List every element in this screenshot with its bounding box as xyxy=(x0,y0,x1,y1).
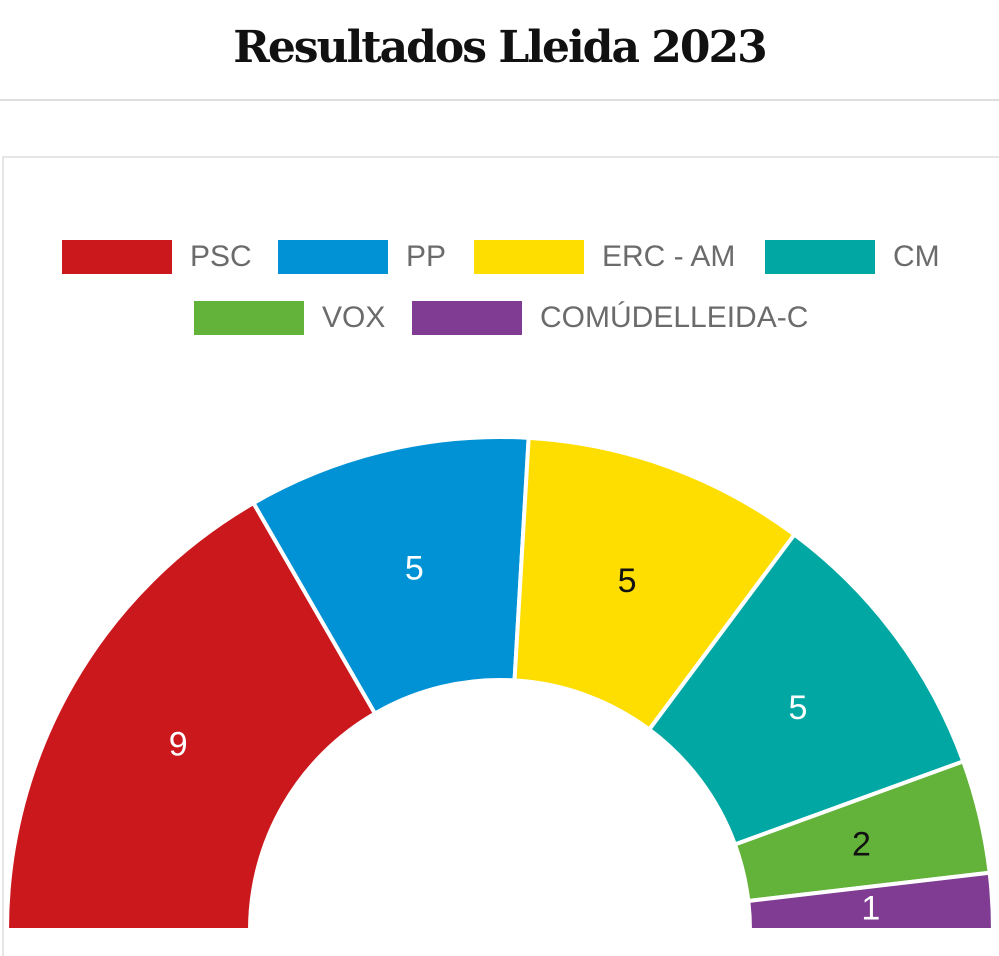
page-title: Resultados Lleida 2023 xyxy=(233,22,768,73)
legend-swatch-comudelleida xyxy=(412,301,522,335)
legend-swatch-pp xyxy=(278,240,388,274)
legend-label-comudelleida: COMÚDELLEIDA-C xyxy=(540,301,809,334)
seat-label-pp: 5 xyxy=(405,550,424,588)
seat-label-vox: 2 xyxy=(852,825,871,863)
seat-label-cm: 5 xyxy=(789,689,808,727)
legend-label-psc: PSC xyxy=(190,240,252,273)
legend-swatch-erc-am xyxy=(474,240,584,274)
legend-swatch-psc xyxy=(62,240,172,274)
seat-label-com-delleida-c: 1 xyxy=(861,889,880,927)
title-divider xyxy=(0,99,999,101)
legend-swatch-vox xyxy=(194,301,304,335)
legend-label-pp: PP xyxy=(406,240,447,273)
legend-swatch-cm xyxy=(765,240,875,274)
seat-segment-com-delleida-c[interactable] xyxy=(746,870,996,930)
legend-label-cm: CM xyxy=(893,240,940,273)
seat-label-psc: 9 xyxy=(169,725,188,763)
legend-label-vox: VOX xyxy=(322,301,386,334)
seat-segment-psc[interactable] xyxy=(4,500,378,930)
seat-label-erc-am: 5 xyxy=(618,562,637,600)
chart-frame xyxy=(2,156,999,956)
legend-label-erc-am: ERC - AM xyxy=(602,240,736,273)
